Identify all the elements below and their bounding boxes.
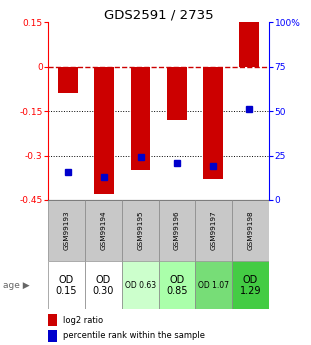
Bar	[232, 262, 269, 309]
Bar	[85, 262, 122, 309]
Title: GDS2591 / 2735: GDS2591 / 2735	[104, 8, 213, 21]
Text: OD
0.85: OD 0.85	[166, 275, 188, 296]
Text: OD
1.29: OD 1.29	[240, 275, 261, 296]
Text: OD
0.15: OD 0.15	[56, 275, 77, 296]
Bar	[195, 200, 232, 262]
Bar	[48, 200, 85, 262]
Bar	[122, 262, 159, 309]
Text: OD 1.07: OD 1.07	[198, 281, 229, 290]
Text: GSM99196: GSM99196	[174, 211, 180, 250]
Bar	[122, 200, 159, 262]
Text: GSM99197: GSM99197	[211, 211, 217, 250]
Text: percentile rank within the sample: percentile rank within the sample	[63, 331, 205, 340]
Text: GSM99198: GSM99198	[248, 211, 253, 250]
Bar	[48, 329, 57, 342]
Text: OD
0.30: OD 0.30	[93, 275, 114, 296]
Bar	[195, 262, 232, 309]
Bar	[131, 67, 151, 170]
Bar	[48, 314, 57, 326]
Bar	[85, 200, 122, 262]
Text: log2 ratio: log2 ratio	[63, 316, 103, 325]
Bar	[94, 67, 114, 194]
Text: age ▶: age ▶	[3, 281, 30, 290]
Text: GSM99195: GSM99195	[137, 211, 143, 250]
Text: OD 0.63: OD 0.63	[125, 281, 156, 290]
Bar	[239, 22, 259, 67]
Bar	[159, 262, 195, 309]
Text: GSM99193: GSM99193	[64, 211, 70, 250]
Bar	[48, 262, 85, 309]
Text: GSM99194: GSM99194	[100, 211, 106, 250]
Bar	[232, 200, 269, 262]
Bar	[203, 67, 223, 179]
Bar	[159, 200, 195, 262]
Bar	[167, 67, 187, 120]
Bar	[58, 67, 78, 93]
